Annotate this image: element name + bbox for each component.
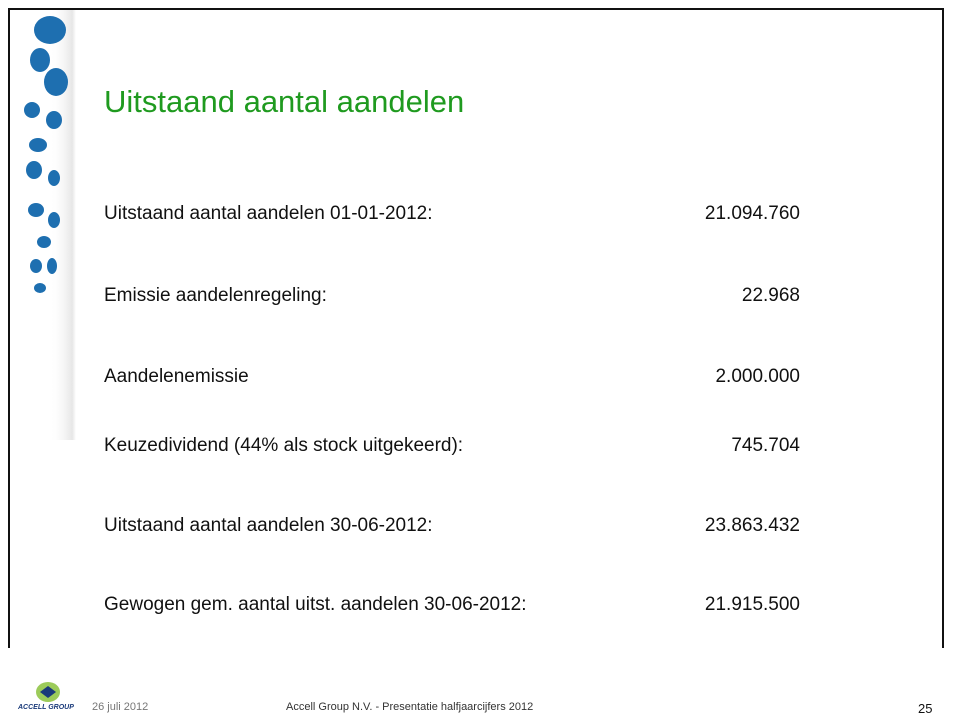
- row-value: 2.000.000: [715, 366, 800, 388]
- row-value: 22.968: [742, 285, 800, 307]
- page-number: 25: [918, 701, 932, 716]
- slide-title: Uitstaand aantal aandelen: [104, 84, 464, 120]
- row-value: 21.915.500: [705, 594, 800, 616]
- logo-text: ACCELL GROUP: [18, 704, 74, 711]
- row-value: 745.704: [731, 435, 800, 457]
- row-value: 21.094.760: [705, 203, 800, 225]
- row-label: Emissie aandelenregeling:: [104, 285, 327, 307]
- row-label: Uitstaand aantal aandelen 30-06-2012:: [104, 515, 433, 537]
- slide: {"title": "Uitstaand aantal aandelen", "…: [0, 0, 953, 724]
- row-value: 23.863.432: [705, 515, 800, 537]
- row-label: Uitstaand aantal aandelen 01-01-2012:: [104, 203, 433, 225]
- decorative-strip: [10, 10, 80, 650]
- footer-date: 26 juli 2012: [92, 701, 148, 713]
- footer-text: Accell Group N.V. - Presentatie halfjaar…: [286, 701, 533, 713]
- row-label: Keuzedividend (44% als stock uitgekeerd)…: [104, 435, 463, 457]
- row-label: Gewogen gem. aantal uitst. aandelen 30-0…: [104, 594, 527, 616]
- row-label: Aandelenemissie: [104, 366, 249, 388]
